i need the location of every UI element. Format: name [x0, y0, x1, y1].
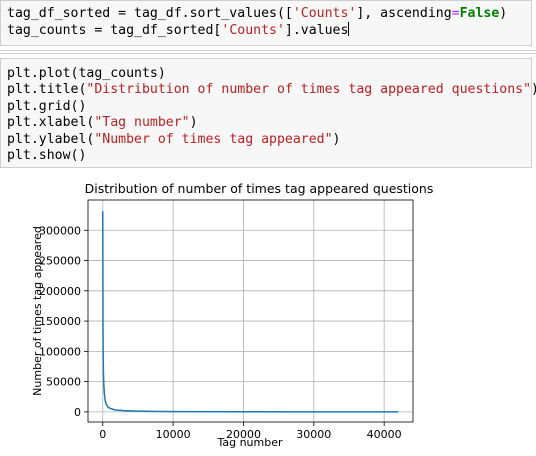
code-line-2: plt.title("Distribution of number of tim… — [7, 82, 536, 98]
y-axis-label: Number of times tag appeared — [31, 226, 44, 396]
code-cell-plot[interactable]: plt.plot(tag_counts) plt.title("Distribu… — [0, 58, 536, 168]
y-tick-label: 0 — [74, 406, 81, 419]
code-line-1: plt.plot(tag_counts) — [7, 66, 166, 81]
y-tick-label: 200000 — [39, 285, 81, 298]
y-tick-label: 300000 — [39, 224, 81, 237]
x-tick-label: 20000 — [226, 428, 261, 441]
code-editor-sort[interactable]: tag_df_sorted = tag_df.sort_values(['Cou… — [7, 6, 507, 40]
axes: 0 10000 20000 30000 40000 0 50000 100000 150000 2… — [39, 224, 402, 441]
y-tick-label: 150000 — [39, 315, 81, 328]
code-line-3: plt.grid() — [7, 98, 87, 114]
plot-frame — [87, 199, 414, 423]
code-line-4: plt.xlabel("Tag number") — [7, 115, 198, 131]
y-tick-label: 250000 — [39, 255, 81, 268]
grid-lines — [88, 200, 413, 422]
code-line-5: plt.ylabel("Number of times tag appeared… — [7, 131, 341, 147]
y-tick-label: 50000 — [46, 376, 81, 389]
y-tick-label: 100000 — [39, 345, 81, 358]
x-tick-label: 40000 — [367, 428, 402, 441]
x-tick-label: 10000 — [156, 428, 191, 441]
code-line-2: tag_counts = tag_df_sorted['Counts'].val… — [7, 23, 349, 39]
cell-separator — [0, 53, 536, 54]
code-editor-plot[interactable]: plt.plot(tag_counts) plt.title("Distribu… — [7, 66, 536, 164]
text-cursor — [348, 22, 350, 37]
code-cell-sort[interactable]: tag_df_sorted = tag_df.sort_values(['Cou… — [0, 0, 532, 46]
code-line-6: plt.show() — [7, 148, 87, 164]
x-axis-label: Tag number — [216, 436, 283, 449]
plot-output: Distribution of number of times tag appe… — [31, 181, 434, 449]
series-line — [102, 211, 399, 413]
code-line-1: tag_df_sorted = tag_df.sort_values(['Cou… — [7, 6, 508, 21]
chart-title: Distribution of number of times tag appe… — [85, 181, 434, 196]
x-tick-label: 30000 — [296, 428, 331, 441]
cell-separator — [0, 50, 536, 51]
x-tick-label: 0 — [99, 428, 106, 441]
